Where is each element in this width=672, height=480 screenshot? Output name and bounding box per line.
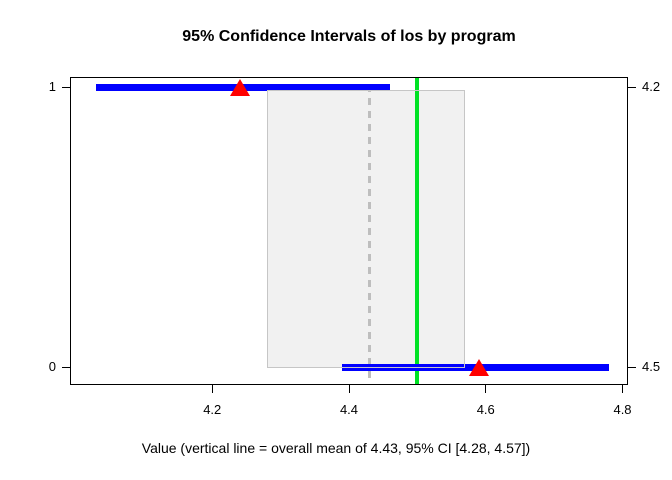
overall-mean-dashed-vline: [368, 85, 371, 385]
x-tick: [348, 385, 350, 393]
chart-title: 95% Confidence Intervals of los by progr…: [182, 28, 516, 45]
x-tick: [485, 385, 487, 393]
x-tick-label: 4.8: [613, 402, 632, 417]
mean-triangle-group-0: [468, 358, 489, 376]
x-tick-label: 4.4: [339, 402, 359, 417]
y-tick-label-right: 4.2: [642, 79, 661, 95]
plot-box: [70, 77, 628, 385]
mean-triangle-group-1: [229, 78, 250, 96]
x-tick-label: 4.6: [476, 402, 495, 417]
y-tick-label-left: 0: [48, 359, 56, 375]
y-tick-label-right: 4.5: [642, 359, 661, 375]
y-tick-left: [62, 86, 70, 88]
overall-solid-vline: [415, 77, 420, 385]
y-tick-label-left: 1: [48, 79, 56, 95]
y-tick-right: [628, 366, 636, 368]
overall-ci-band: [266, 90, 466, 368]
x-tick-label: 4.2: [203, 402, 222, 417]
x-axis-caption: Value (vertical line = overall mean of 4…: [141, 440, 531, 456]
x-tick: [622, 385, 624, 393]
overall-ci-band-border: [266, 90, 466, 368]
y-tick-left: [62, 366, 70, 368]
x-tick: [211, 385, 213, 393]
y-tick-right: [628, 86, 636, 88]
